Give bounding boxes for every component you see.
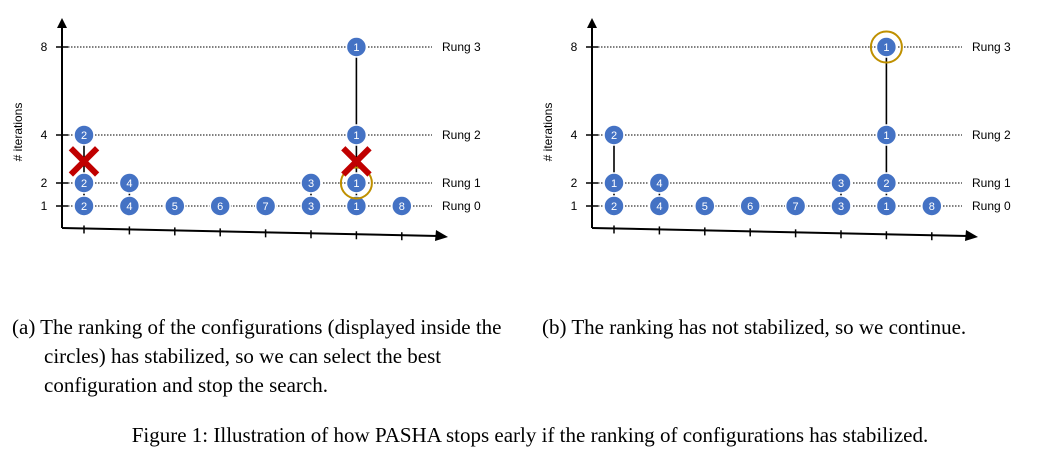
config-node-label: 8 <box>399 201 405 213</box>
subcaption-b: (b) The ranking has not stabilized, so w… <box>542 315 967 339</box>
y-axis-label: # iterations <box>11 103 25 162</box>
rung-label: Rung 1 <box>442 176 481 190</box>
y-tick-label: 4 <box>571 128 578 142</box>
config-node-label: 2 <box>883 178 889 190</box>
config-node <box>694 195 716 217</box>
diagram-b-svg: Rung 0 Rung 1 Rung 2 Rung 3 1 2 4 8 # iterations… <box>541 18 1011 241</box>
figure-caption: Figure 1: Illustration of how PASHA stop… <box>131 423 929 447</box>
config-node-label: 1 <box>353 178 359 190</box>
config-node <box>254 195 277 217</box>
config-node-label: 8 <box>929 201 935 213</box>
config-node <box>118 195 141 217</box>
rung-label: Rung 2 <box>442 128 481 142</box>
config-node-label: 3 <box>838 178 844 190</box>
config-node-label: 3 <box>308 201 314 213</box>
rung-label: Rung 1 <box>972 176 1011 190</box>
config-node <box>875 172 898 194</box>
config-node-label: 6 <box>747 201 753 213</box>
config-node-label: 2 <box>81 130 87 142</box>
y-axis-arrow <box>587 18 597 28</box>
config-node-label: 7 <box>793 201 799 213</box>
y-tick-label: 8 <box>571 40 578 54</box>
config-node-label: 1 <box>883 130 889 142</box>
config-node-label: 3 <box>308 178 314 190</box>
config-node-label: 3 <box>838 201 844 213</box>
y-tick-label: 2 <box>41 176 48 190</box>
config-node <box>300 172 322 194</box>
config-node <box>921 195 943 217</box>
config-node <box>209 195 231 217</box>
x-axis <box>591 227 969 237</box>
config-node <box>784 195 807 217</box>
rung-label: Rung 3 <box>442 40 481 54</box>
highlight-ring <box>339 166 373 200</box>
config-node <box>345 195 368 217</box>
rung-label: Rung 0 <box>442 199 481 213</box>
rung-label: Rung 2 <box>972 128 1011 142</box>
subcaption-a: (a) The ranking of the configurations (d… <box>12 315 502 397</box>
config-node-label: 5 <box>702 201 708 213</box>
highlight-ring <box>869 30 903 64</box>
rung-label: Rung 3 <box>972 40 1011 54</box>
config-node <box>345 36 368 58</box>
config-node-label: 2 <box>81 201 87 213</box>
x-axis <box>61 227 439 237</box>
config-node-label: 5 <box>172 201 178 213</box>
config-node-label: 2 <box>611 201 617 213</box>
rejected-cross-icon <box>341 146 372 177</box>
cross-stroke <box>68 146 100 177</box>
config-node-label: 4 <box>656 201 662 213</box>
config-node-label: 1 <box>353 42 359 54</box>
config-node <box>739 195 761 217</box>
config-node <box>603 195 625 217</box>
config-node <box>875 195 898 217</box>
config-node <box>345 172 368 194</box>
config-node <box>648 195 671 217</box>
y-tick-label: 2 <box>571 176 578 190</box>
config-node-label: 1 <box>611 178 617 190</box>
config-node-label: 2 <box>81 178 87 190</box>
config-node-label: 7 <box>263 201 269 213</box>
config-node-label: 4 <box>126 178 132 190</box>
y-tick-label: 1 <box>571 199 578 213</box>
rejected-cross-icon <box>68 146 100 177</box>
config-node <box>830 172 852 194</box>
config-node <box>73 172 95 194</box>
rung-label: Rung 0 <box>972 199 1011 213</box>
config-node-label: 6 <box>217 201 223 213</box>
cross-stroke <box>341 146 372 177</box>
config-node <box>875 36 898 58</box>
config-node <box>830 195 852 217</box>
diagram-panel-b: Rung 0 Rung 1 Rung 2 Rung 3 1 2 4 8 # iterations… <box>530 0 1060 280</box>
config-node <box>164 195 186 217</box>
config-node <box>118 172 141 194</box>
config-node <box>73 124 95 146</box>
config-node <box>875 124 898 146</box>
config-node-label: 1 <box>353 130 359 142</box>
config-node <box>73 195 95 217</box>
config-node-label: 1 <box>883 42 889 54</box>
y-axis-label: # iterations <box>541 103 555 162</box>
y-tick-label: 4 <box>41 128 48 142</box>
diagram-panel-a: Rung 0 Rung 1 Rung 2 Rung 3 1 2 4 8 # iterations… <box>0 0 530 280</box>
y-axis-arrow <box>57 18 67 28</box>
config-node <box>648 172 671 194</box>
config-node <box>300 195 322 217</box>
config-node-label: 1 <box>353 201 359 213</box>
y-tick-label: 8 <box>41 40 48 54</box>
config-node-label: 2 <box>611 130 617 142</box>
y-tick-label: 1 <box>41 199 48 213</box>
config-node <box>603 124 625 146</box>
config-node-label: 1 <box>883 201 889 213</box>
config-node <box>391 195 413 217</box>
config-node <box>345 124 368 146</box>
config-node-label: 4 <box>656 178 662 190</box>
config-node-label: 4 <box>126 201 132 213</box>
x-axis-arrow <box>435 230 448 241</box>
diagram-a-svg: Rung 0 Rung 1 Rung 2 Rung 3 1 2 4 8 # iterations… <box>11 18 481 241</box>
x-axis-arrow <box>965 230 978 241</box>
config-node <box>603 172 625 194</box>
